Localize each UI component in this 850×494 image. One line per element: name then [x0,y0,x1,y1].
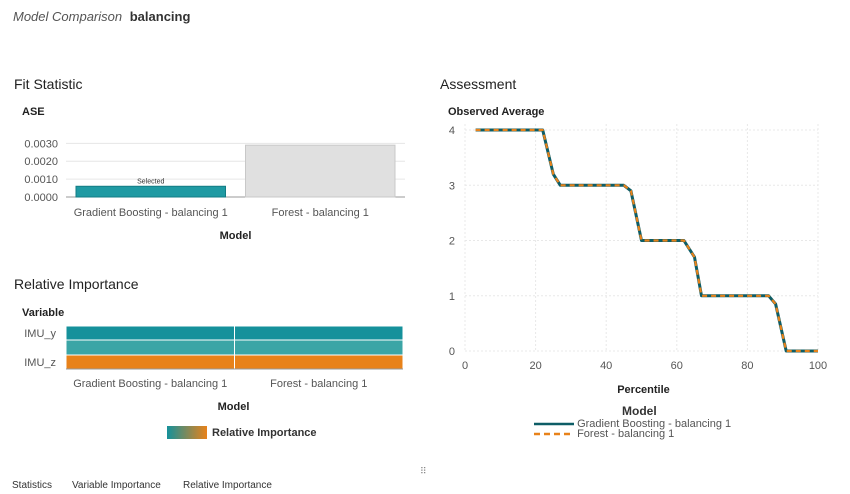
assess-x-tick-label: 100 [809,360,827,372]
legend-item-forest[interactable]: Forest - balancing 1 [534,428,674,440]
relative-importance-legend-label: Relative Importance [212,427,317,439]
page-title: Model Comparison balancing [13,9,190,24]
relative-importance-chart[interactable]: Variable IMU_y IMU_z Gradient Boosting - ba… [0,298,420,448]
fit-y-tick-label: 0.0020 [24,156,58,168]
legend-label-forest: Forest - balancing 1 [577,428,675,440]
resize-grip-icon[interactable]: ⠿ [420,466,428,476]
legend-label-gradient-boosting: Gradient Boosting - balancing 1 [577,418,732,430]
assess-x-tick-label: 20 [529,360,541,372]
selected-label: Selected [137,178,164,185]
fit-y-tick-label: 0.0030 [24,138,58,150]
footer-tabs: Statistics Variable Importance Relative … [0,480,850,494]
heat-cell[interactable] [234,354,404,370]
heat-row-label: IMU_y [24,328,56,340]
assess-y-tick-label: 3 [449,180,455,192]
heat-cell[interactable] [65,339,235,356]
tab-relative-importance[interactable]: Relative Importance [183,480,272,491]
assess-x-tick-label: 60 [671,360,683,372]
heat-row-label: IMU_z [24,357,56,369]
assess-y-tick-label: 0 [449,346,455,358]
project-name: balancing [129,9,191,24]
assess-x-axis-label: Percentile [617,384,670,396]
fit-x-axis-label: Model [220,230,252,242]
heat-y-axis-label: Variable [22,307,64,319]
heat-x-axis-label: Model [218,401,250,413]
heat-x-tick-label: Gradient Boosting - balancing 1 [73,378,227,390]
heat-cell[interactable] [234,325,404,341]
assess-y-tick-label: 1 [449,291,455,303]
tab-statistics[interactable]: Statistics [12,480,53,491]
fit-x-tick-label: Forest - balancing 1 [272,207,369,219]
assess-x-tick-label: 80 [741,360,753,372]
fit-x-tick-label: Gradient Boosting - balancing 1 [74,207,228,219]
relative-importance-title: Relative Importance [14,276,139,292]
fit-bar[interactable] [245,144,396,198]
heat-cell[interactable] [65,354,235,370]
assessment-legend-title: Model [622,404,657,418]
assess-y-axis-label: Observed Average [448,106,544,118]
series-line-forest[interactable] [475,128,818,353]
model-comparison-label: Model Comparison [13,9,123,24]
tab-variable-importance[interactable]: Variable Importance [72,480,161,491]
fit-statistic-chart[interactable]: ASE 0.0000 0.0010 0.0020 0.0030 Selected Gradi… [0,98,420,248]
fit-y-tick-label: 0.0000 [24,192,58,204]
assess-x-tick-label: 40 [600,360,612,372]
heat-cell[interactable] [234,339,404,356]
fit-statistic-title: Fit Statistic [14,76,83,92]
heat-cell[interactable] [65,325,235,341]
relative-importance-gradient [167,426,207,439]
fit-bar[interactable] [75,185,226,198]
assessment-title: Assessment [440,76,517,92]
fit-y-tick-label: 0.0010 [24,174,58,186]
assess-x-tick-label: 0 [462,360,468,372]
fit-y-axis-label: ASE [22,106,45,118]
heat-x-tick-label: Forest - balancing 1 [270,378,367,390]
assess-y-tick-label: 4 [449,125,455,137]
legend-item-gradient-boosting[interactable]: Gradient Boosting - balancing 1 [534,418,731,430]
assess-y-tick-label: 2 [449,236,455,248]
